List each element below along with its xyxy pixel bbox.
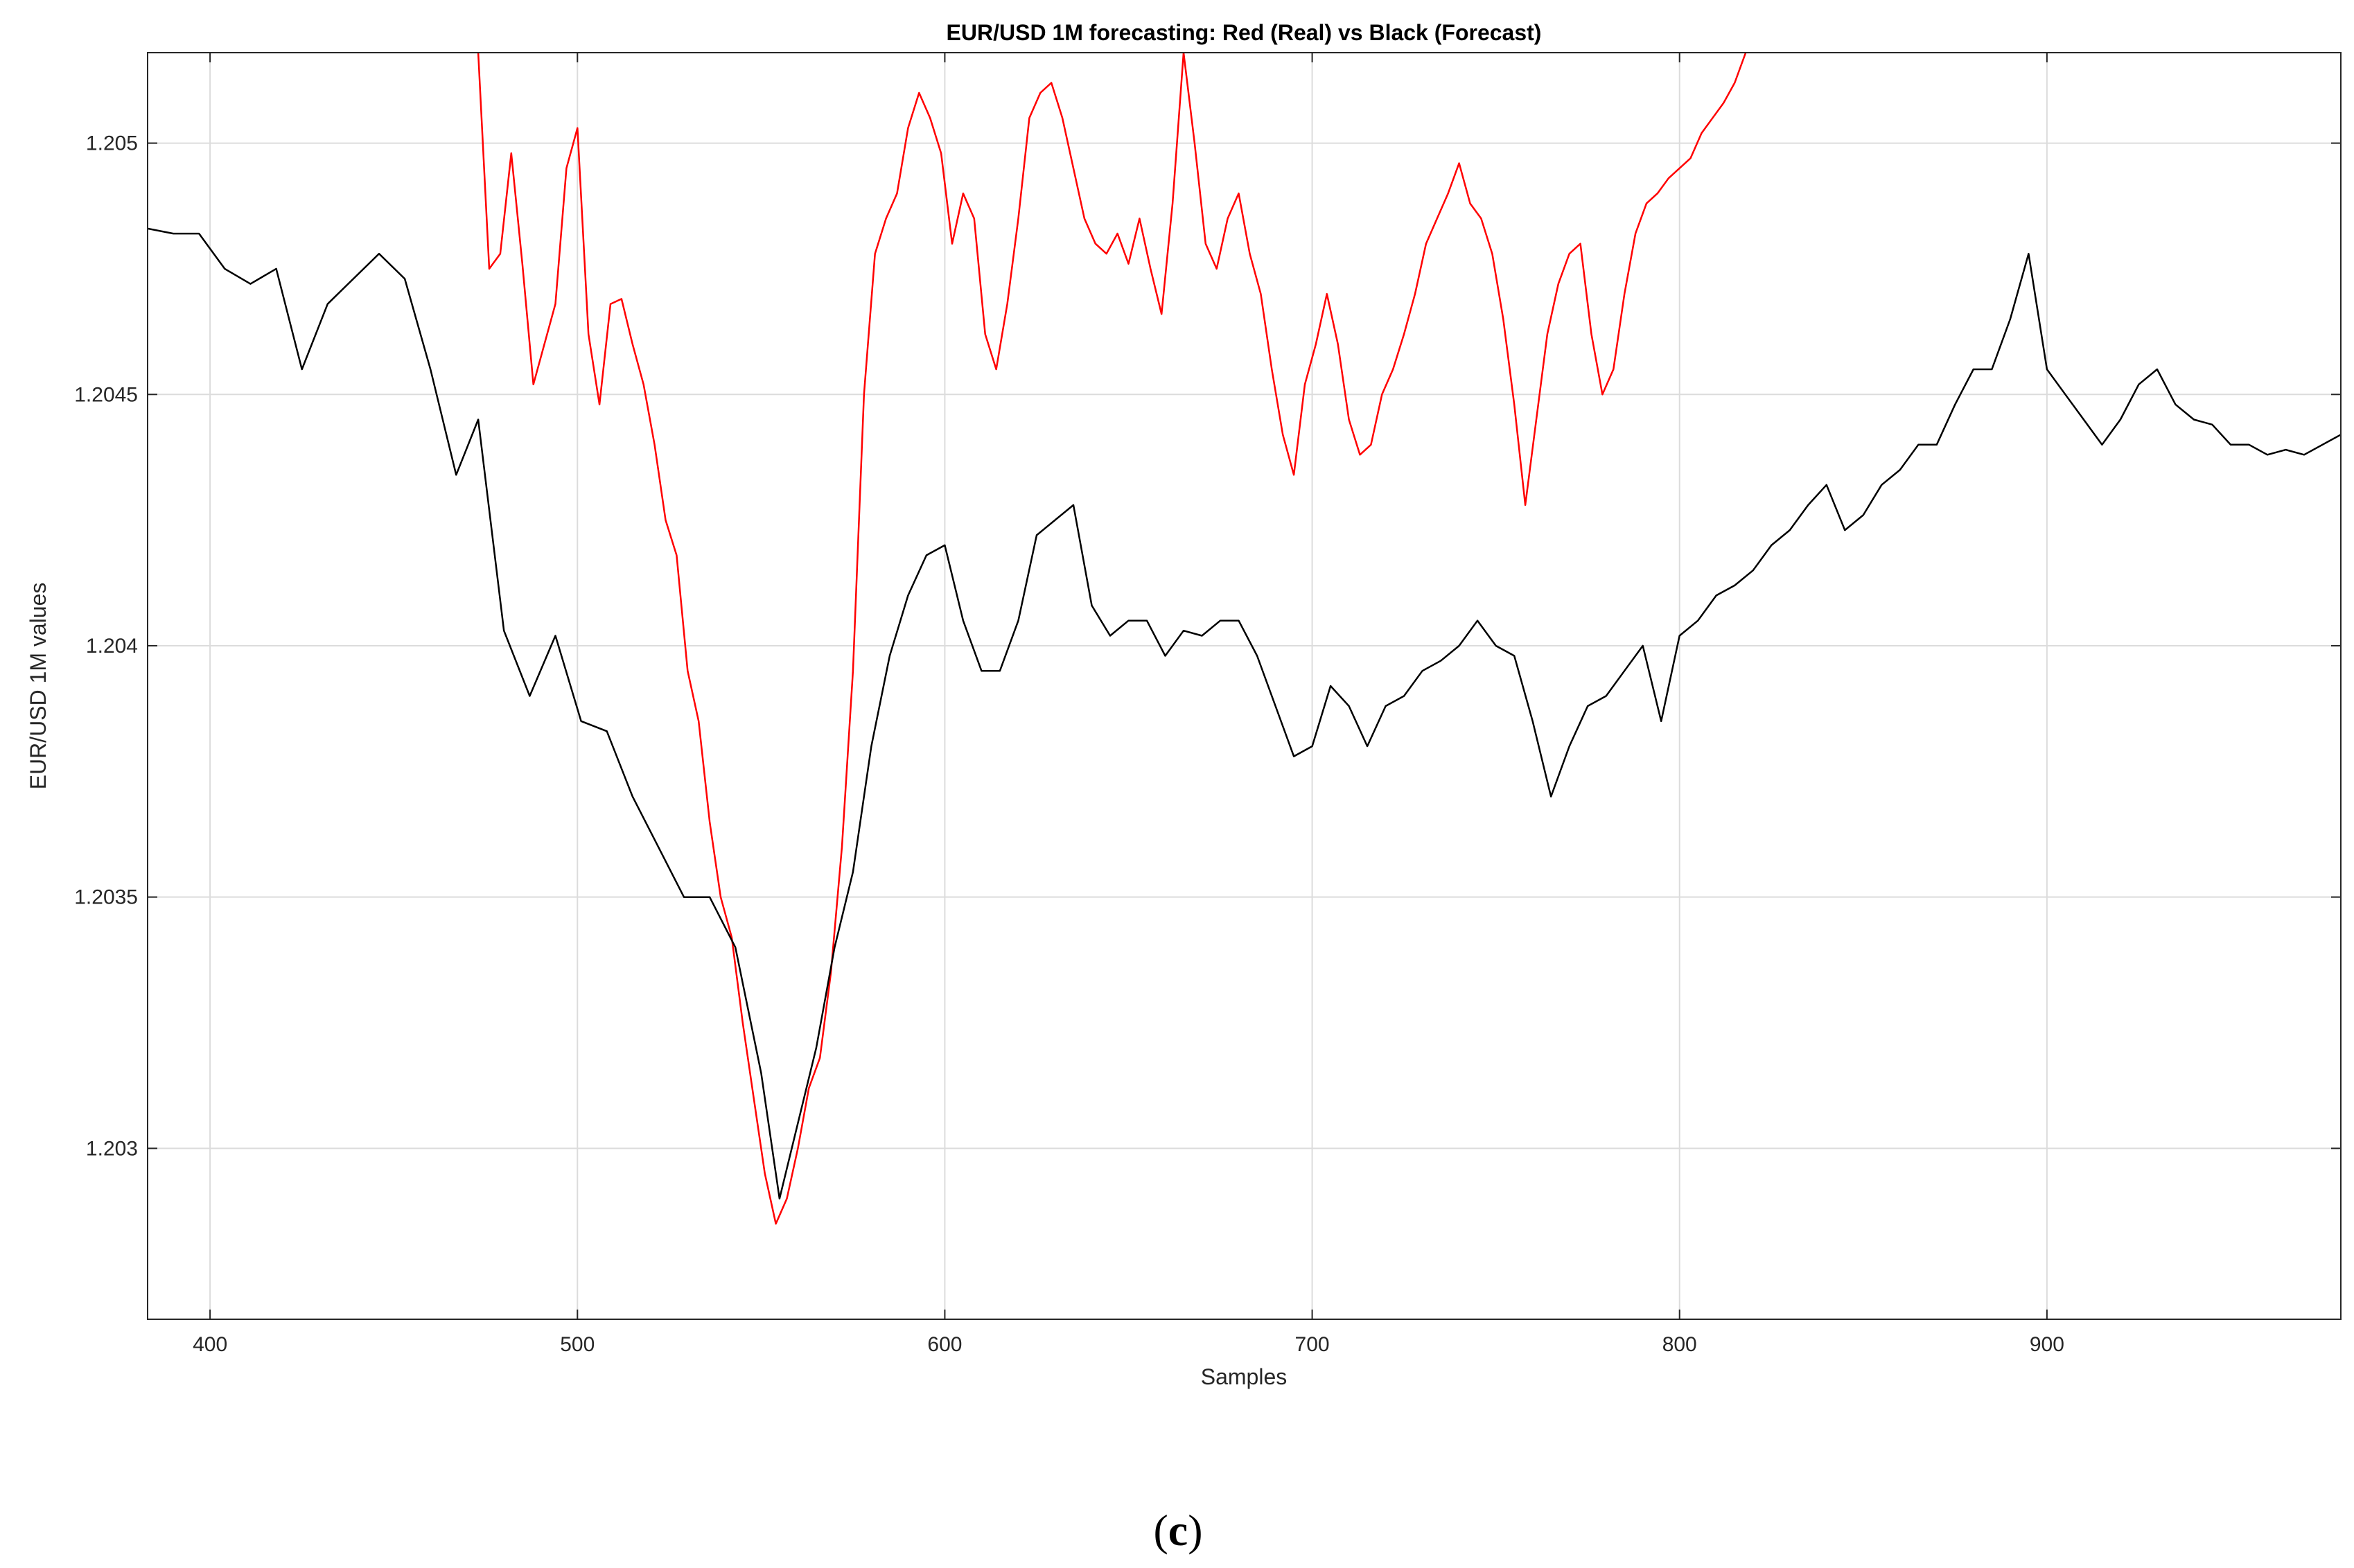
y-tick-label: 1.203 [86, 1137, 138, 1160]
x-tick-label: 800 [1662, 1333, 1697, 1356]
series-layer [148, 53, 2341, 1225]
y-axis-label: EUR/USD 1M values [26, 583, 51, 790]
chart-title: EUR/USD 1M forecasting: Red (Real) vs Bl… [947, 20, 1542, 45]
grid-lines [148, 53, 2341, 1319]
y-tick-label: 1.204 [86, 635, 138, 658]
caption-letter: c [1168, 1506, 1188, 1555]
x-tick-label: 600 [927, 1333, 962, 1356]
series-line-black [148, 227, 2341, 1200]
x-tick-label: 400 [193, 1333, 227, 1356]
figure-caption: (c) [1153, 1506, 1202, 1555]
y-tick-label: 1.2035 [74, 886, 138, 909]
caption-close: ) [1188, 1506, 1202, 1555]
series-line-red [477, 53, 1747, 1225]
caption-open: ( [1153, 1506, 1168, 1555]
y-tick-label: 1.205 [86, 132, 138, 155]
y-tick-label: 1.2045 [74, 383, 138, 406]
ticks-layer: 400 500 600 700 800 900 1.203 1.2035 1.204 1.2045… [74, 53, 2341, 1356]
plot-frame [147, 52, 2342, 1320]
x-axis-label: Samples [1201, 1364, 1288, 1389]
x-tick-label: 700 [1295, 1333, 1330, 1356]
x-tick-label: 500 [560, 1333, 595, 1356]
x-tick-label: 900 [2030, 1333, 2064, 1356]
